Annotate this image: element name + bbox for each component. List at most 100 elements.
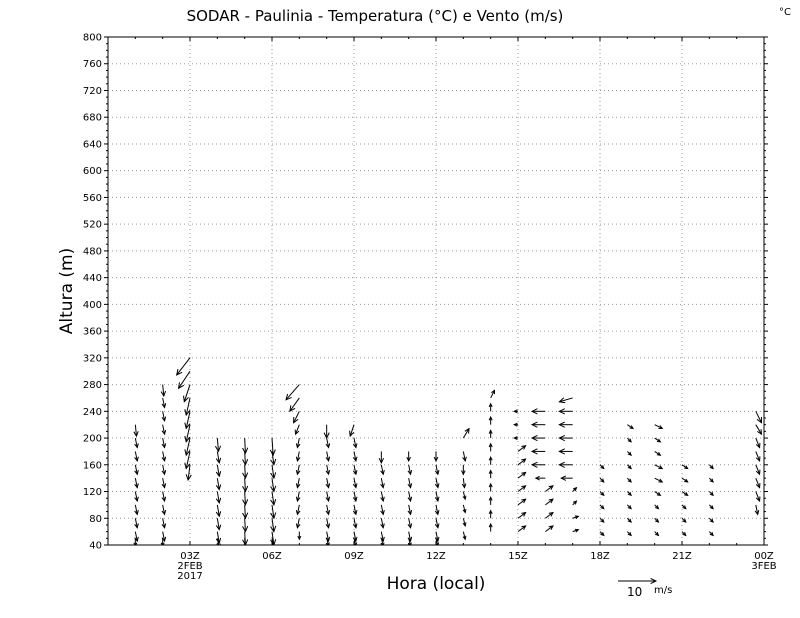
wind-vector-shaft [462, 428, 470, 439]
wind-vector [406, 451, 411, 463]
wind-vector-head [160, 542, 165, 545]
wind-vector-head [215, 511, 222, 518]
wind-vector [517, 458, 527, 466]
wind-vector-shaft [517, 445, 526, 452]
wind-vector-shaft [353, 437, 357, 448]
wind-vector-head [709, 531, 714, 537]
wind-vector-head [433, 456, 439, 463]
wind-vector-head [755, 496, 761, 503]
wind-vector [434, 531, 440, 543]
wind-vector-head [658, 478, 664, 483]
wind-vector-shaft [349, 424, 355, 437]
wind-vector [161, 504, 167, 516]
x-tick-label: 2017 [177, 571, 202, 582]
wind-vector-head [513, 422, 518, 427]
wind-vector [488, 482, 493, 492]
wind-vector-head [709, 465, 714, 470]
wind-vector-shaft [517, 485, 526, 492]
wind-vector [434, 464, 440, 476]
wind-vector-head [161, 523, 167, 529]
wind-vector-head [407, 542, 412, 545]
wind-vector-shaft [380, 478, 384, 488]
wind-vector [599, 477, 605, 483]
wind-vector-shaft [185, 397, 191, 416]
wind-vector [378, 451, 385, 464]
wind-vector-shaft [271, 478, 275, 492]
wind-vector [654, 517, 660, 523]
wind-vector-head [461, 483, 467, 489]
wind-vector [407, 464, 413, 476]
wind-vector [626, 477, 632, 483]
wind-vector [755, 424, 763, 436]
wind-vector [295, 478, 301, 489]
wind-vector-shaft [134, 478, 138, 488]
wind-vector-head [682, 531, 687, 537]
wind-vector-head [134, 536, 139, 543]
wind-vector [325, 437, 331, 449]
wind-vector-head [160, 390, 167, 398]
wind-vector-shaft [462, 518, 466, 526]
wind-vector-shaft [654, 477, 663, 483]
wind-vector-head [558, 448, 565, 455]
wind-vector [215, 531, 222, 545]
y-tick-label: 80 [89, 514, 102, 525]
wind-vector [134, 451, 139, 463]
wind-vector-head [297, 535, 302, 541]
wind-vector [161, 464, 167, 476]
wind-vector-head [558, 434, 565, 442]
wind-vector-head [600, 531, 605, 537]
wind-vector-head [488, 402, 493, 408]
wind-vector [755, 451, 761, 462]
wind-vector-head [323, 432, 330, 440]
wind-vector-shaft [162, 384, 165, 397]
wind-vector [434, 491, 440, 503]
wind-vector-shaft [244, 518, 246, 532]
wind-vector-shaft [462, 531, 466, 540]
wind-vector-shaft [408, 504, 412, 515]
wind-vector-shaft [162, 397, 166, 408]
y-tick-label: 800 [83, 33, 102, 44]
reference-vector-arrow [618, 577, 658, 585]
wind-vector-head [214, 445, 222, 453]
wind-vector [654, 451, 662, 456]
wind-vector [517, 511, 527, 519]
wind-vector-head [242, 499, 249, 506]
wind-vector [184, 411, 191, 430]
wind-vector-head [161, 443, 167, 449]
wind-vector [462, 531, 467, 541]
wind-vector [558, 461, 573, 468]
wind-vector-shaft [162, 531, 166, 542]
wind-vector-head [530, 448, 538, 455]
x-tick-label: 09Z [344, 551, 364, 562]
wind-vector [599, 517, 605, 523]
wind-vector [517, 525, 527, 533]
wind-vector [184, 437, 191, 457]
wind-vector-head [462, 522, 467, 527]
wind-vector-head [295, 469, 301, 476]
wind-vector [242, 518, 249, 533]
wind-vector-shaft [296, 504, 300, 515]
grid-lines [108, 37, 764, 545]
wind-vector [654, 424, 664, 429]
wind-vector-shaft [296, 437, 300, 448]
wind-vector-head [184, 462, 191, 470]
y-tick-label: 280 [83, 380, 102, 391]
wind-vector-head [134, 496, 139, 503]
wind-vector-shaft [176, 357, 191, 376]
wind-vector-shaft [380, 518, 384, 528]
x-tick-label: 03Z [180, 551, 200, 562]
wind-vector [352, 451, 358, 463]
wind-vector [654, 464, 664, 470]
wind-vector [295, 491, 301, 503]
wind-vector [517, 498, 527, 506]
wind-vector-head [754, 510, 760, 516]
wind-vector-head [434, 469, 440, 476]
wind-vector-head [534, 475, 540, 481]
wind-vector-head [488, 429, 493, 434]
wind-vector [380, 518, 385, 529]
wind-vector [325, 478, 331, 489]
wind-vector [177, 370, 191, 390]
wind-vector [380, 464, 385, 476]
wind-vector-head [627, 438, 632, 443]
wind-vector-shaft [435, 464, 439, 475]
